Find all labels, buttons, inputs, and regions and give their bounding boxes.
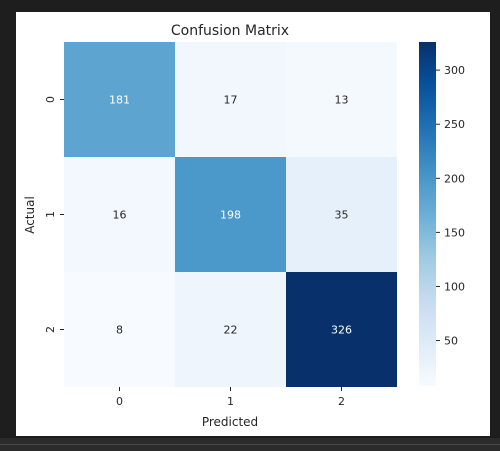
y-axis: 0 1 2 [44, 96, 64, 333]
colorbar-gradient [419, 42, 436, 386]
bottom-divider [0, 444, 500, 445]
cell-value-1-2: 35 [335, 209, 349, 222]
cell-value-2-2: 326 [331, 324, 352, 337]
heatmap-cells [64, 42, 397, 387]
cell-value-0-2: 13 [335, 94, 349, 107]
heatmap-cell-1-2 [286, 157, 397, 272]
heatmap-cell-2-1 [175, 272, 286, 387]
heatmap-cell-0-0 [64, 42, 175, 157]
colorbar-tick-label-3: 200 [444, 172, 465, 185]
x-tick-label-1: 1 [227, 395, 234, 408]
colorbar-tick-label-4: 250 [444, 118, 465, 131]
heatmap-cell-2-0 [64, 272, 175, 387]
heatmap-cell-0-2 [286, 42, 397, 157]
x-tick-label-2: 2 [338, 395, 345, 408]
cell-value-1-1: 198 [220, 209, 241, 222]
heatmap-cell-2-2 [286, 272, 397, 387]
heatmap-cell-1-1 [175, 157, 286, 272]
x-axis: 0 1 2 [116, 387, 345, 408]
colorbar-tick-label-0: 50 [444, 335, 458, 348]
colorbar-ticks: 50 100 150 200 250 300 [436, 64, 465, 348]
heatmap-cell-1-0 [64, 157, 175, 272]
y-tick-label-2: 2 [44, 326, 57, 333]
cell-annotations: 181 17 13 16 198 35 8 22 326 [109, 94, 352, 337]
cell-value-2-0: 8 [116, 324, 123, 337]
chart-title: Confusion Matrix [171, 23, 289, 39]
x-tick-label-0: 0 [116, 395, 123, 408]
colorbar-tick-label-5: 300 [444, 64, 465, 77]
y-axis-label: Actual [23, 196, 37, 234]
cell-value-0-1: 17 [224, 94, 238, 107]
colorbar: 50 100 150 200 250 300 [419, 42, 465, 386]
colorbar-tick-label-2: 150 [444, 226, 465, 239]
cell-value-0-0: 181 [109, 94, 130, 107]
y-tick-label-0: 0 [44, 96, 57, 103]
colorbar-tick-label-1: 100 [444, 280, 465, 293]
cell-value-1-0: 16 [113, 209, 127, 222]
cell-value-2-1: 22 [224, 324, 238, 337]
heatmap-cell-0-1 [175, 42, 286, 157]
x-axis-label: Predicted [202, 415, 258, 429]
y-tick-label-1: 1 [44, 211, 57, 218]
